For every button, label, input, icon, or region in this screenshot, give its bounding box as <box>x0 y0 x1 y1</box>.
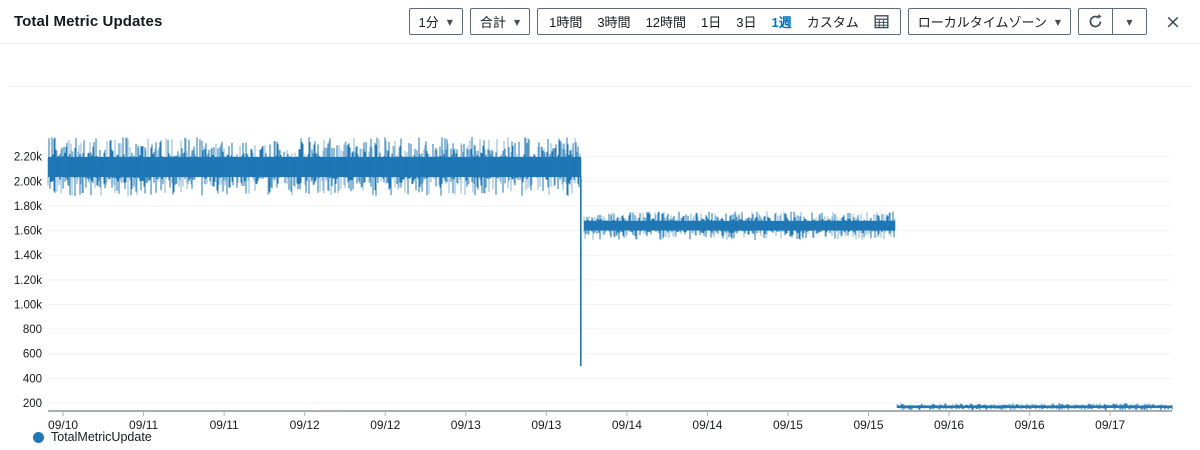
time-range-option[interactable]: カスタム <box>806 15 859 30</box>
time-range-option[interactable]: 1週 <box>771 15 792 30</box>
time-range-group: 1時間 3時間 12時間 1日 3日 1週 カスタム <box>549 12 859 31</box>
time-range-option[interactable]: 3日 <box>736 15 757 30</box>
y-tick-label: 600 <box>23 349 42 361</box>
close-icon: × <box>1165 10 1181 33</box>
y-tick-label: 400 <box>23 373 42 385</box>
period-select-label: 1分 <box>418 15 439 30</box>
refresh-split-button: ▼ <box>1078 8 1147 35</box>
page-title: Total Metric Updates <box>14 13 163 30</box>
timezone-select[interactable]: ローカルタイムゾーン ▼ <box>907 8 1071 35</box>
timezone-select-label: ローカルタイムゾーン <box>917 15 1047 30</box>
time-range-option[interactable]: 1時間 <box>549 15 583 30</box>
x-tick-label: 09/16 <box>934 418 964 432</box>
refresh-button[interactable] <box>1078 8 1113 35</box>
caret-down-icon: ▼ <box>1126 17 1133 27</box>
period-select[interactable]: 1分 ▼ <box>408 8 463 35</box>
metric-chart[interactable]: 2.20k 2.00k 1.80k 1.60k 1.40k 1.20k 1.00k 800 60… <box>0 92 1200 440</box>
x-tick-label: 09/13 <box>531 418 561 432</box>
caret-down-icon: ▼ <box>446 17 453 27</box>
x-tick-label: 09/14 <box>612 418 642 432</box>
x-tick-label: 09/16 <box>1015 418 1045 432</box>
calendar-icon <box>874 15 889 29</box>
caret-down-icon: ▼ <box>513 17 521 27</box>
y-tick-label: 1.20k <box>14 275 42 287</box>
y-tick-label: 1.00k <box>14 299 42 311</box>
x-tick-label: 09/15 <box>854 418 884 432</box>
statistic-select-label: 合計 <box>479 15 506 30</box>
x-tick-label: 09/13 <box>451 418 481 432</box>
time-range-option[interactable]: 12時間 <box>645 15 687 30</box>
series-band <box>48 137 580 196</box>
time-range-toolbar: 1時間 3時間 12時間 1日 3日 1週 カスタム <box>537 8 901 35</box>
x-tick-label: 09/12 <box>290 418 320 432</box>
refresh-icon <box>1089 14 1102 28</box>
y-tick-label: 2.20k <box>14 152 42 164</box>
time-range-option[interactable]: 1日 <box>701 15 722 30</box>
refresh-options-button[interactable]: ▼ <box>1112 8 1147 35</box>
y-tick-label: 200 <box>23 398 42 410</box>
y-tick-label: 1.60k <box>14 226 42 238</box>
y-tick-label: 800 <box>23 324 42 336</box>
x-tick-label: 09/15 <box>773 418 803 432</box>
series-color-dot <box>33 431 44 443</box>
caret-down-icon: ▼ <box>1054 17 1061 27</box>
series-band <box>47 137 582 197</box>
time-range-option[interactable]: 3時間 <box>597 15 631 30</box>
series-band <box>583 211 896 240</box>
x-tick-label: 09/10 <box>48 418 78 432</box>
legend-item[interactable]: TotalMetricUpdate <box>33 430 152 444</box>
x-tick-label: 09/14 <box>692 418 722 432</box>
chart-header: Total Metric Updates 1分 ▼ 合計 ▼ 1時間 3時間 12時… <box>0 0 1200 44</box>
statistic-select[interactable]: 合計 ▼ <box>469 8 531 35</box>
x-tick-label: 09/12 <box>370 418 400 432</box>
series-band <box>899 403 1173 411</box>
y-tick-label: 2.00k <box>14 176 42 188</box>
series-label: TotalMetricUpdate <box>51 430 152 444</box>
close-button[interactable]: × <box>1160 8 1186 35</box>
y-tick-label: 1.80k <box>14 201 42 213</box>
x-tick-label: 09/11 <box>210 418 239 432</box>
series-band <box>896 403 1168 411</box>
series-band <box>585 211 895 240</box>
y-tick-label: 1.40k <box>14 250 42 262</box>
custom-date-picker-button[interactable] <box>874 14 889 29</box>
x-tick-label: 09/17 <box>1095 418 1125 432</box>
section-divider <box>8 86 1192 87</box>
x-tick-label: 09/11 <box>129 418 158 432</box>
